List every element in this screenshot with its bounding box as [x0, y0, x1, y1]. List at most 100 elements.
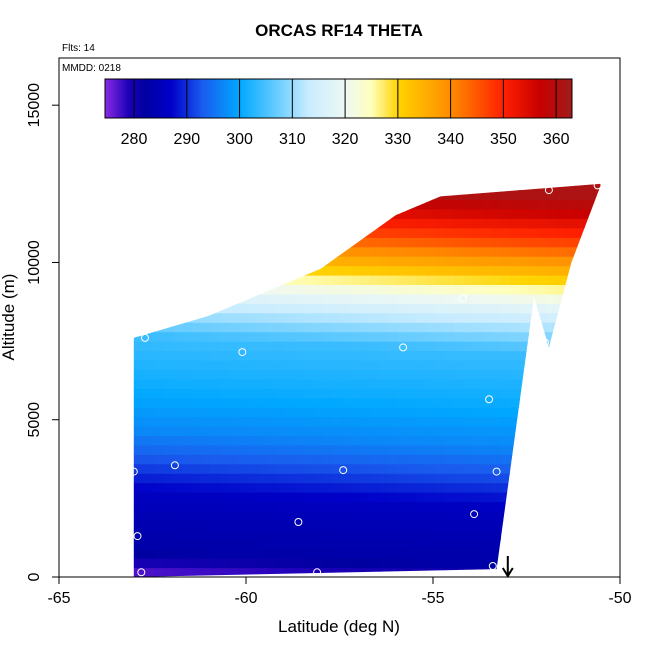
theta-cell: [154, 435, 165, 446]
theta-cell: [275, 237, 286, 248]
theta-cell: [416, 350, 427, 361]
theta-cell: [444, 473, 455, 484]
theta-cell: [229, 378, 240, 389]
theta-cell: [584, 312, 595, 323]
theta-cell: [425, 183, 436, 191]
theta-cell: [257, 218, 268, 229]
theta-cell: [266, 501, 277, 512]
theta-cell: [182, 360, 193, 370]
theta-cell: [313, 548, 324, 559]
theta-cell: [163, 218, 174, 229]
theta-cell: [238, 473, 249, 484]
theta-cell: [247, 397, 258, 408]
theta-cell: [565, 529, 576, 540]
theta-cell: [145, 237, 155, 248]
theta-cell: [219, 322, 230, 333]
theta-cell: [603, 473, 613, 483]
theta-cell: [210, 548, 221, 559]
theta-cell: [294, 529, 305, 540]
theta-cell: [500, 275, 511, 285]
theta-cell: [332, 209, 342, 219]
theta-cell: [491, 360, 501, 370]
theta-cell: [219, 265, 230, 276]
flight-marker: [129, 467, 138, 476]
theta-cell: [201, 293, 211, 304]
theta-cell: [547, 190, 557, 201]
theta-cell: [565, 369, 576, 380]
theta-cell: [304, 275, 314, 285]
theta-cell: [133, 293, 137, 304]
theta-cell: [173, 350, 184, 361]
theta-cell: [285, 303, 296, 314]
theta-cell: [425, 331, 436, 342]
theta-cell: [556, 529, 567, 540]
theta-cell: [500, 246, 511, 257]
theta-cell: [275, 539, 286, 550]
theta-cell: [313, 520, 324, 531]
theta-cell: [133, 388, 137, 399]
theta-cell: [322, 190, 333, 201]
theta-cell: [425, 510, 436, 521]
theta-cell: [378, 209, 389, 219]
theta-cell: [416, 529, 427, 540]
theta-cell: [247, 331, 258, 342]
theta-cell: [425, 492, 436, 503]
theta-cell: [425, 435, 436, 446]
theta-cell: [509, 237, 520, 248]
theta-cell: [547, 454, 557, 465]
theta-cell: [388, 312, 399, 323]
theta-cell: [481, 454, 492, 465]
theta-cell: [332, 435, 342, 446]
theta-cell: [173, 529, 184, 540]
theta-cell: [434, 435, 445, 446]
theta-cell: [313, 539, 324, 550]
theta-cell: [304, 199, 314, 210]
theta-cell: [425, 388, 436, 399]
theta-cell: [210, 510, 221, 521]
theta-cell: [434, 520, 445, 531]
theta-cell: [491, 558, 501, 569]
theta-cell: [537, 416, 548, 427]
theta-cell: [369, 183, 380, 191]
theta-cell: [453, 558, 464, 569]
theta-cell: [294, 341, 305, 352]
theta-cell: [247, 237, 258, 248]
theta-cell: [453, 444, 464, 455]
theta-cell: [210, 539, 221, 550]
theta-cell: [332, 284, 342, 295]
theta-cell: [472, 284, 483, 295]
theta-cell: [238, 218, 249, 229]
theta-cell: [388, 227, 399, 238]
theta-cell: [341, 482, 352, 493]
theta-cell: [257, 435, 268, 446]
theta-cell: [378, 520, 389, 531]
theta-cell: [481, 227, 492, 238]
theta-cell: [266, 237, 277, 248]
theta-cell: [528, 209, 539, 219]
theta-cell: [462, 293, 473, 304]
theta-cell: [509, 388, 520, 399]
theta-cell: [275, 312, 286, 323]
theta-cell: [444, 183, 455, 191]
theta-cell: [133, 407, 137, 418]
theta-cell: [154, 183, 165, 191]
theta-cell: [191, 199, 202, 210]
theta-cell: [313, 227, 324, 238]
colorbar-tick-label: 350: [490, 131, 517, 148]
theta-cell: [275, 492, 286, 503]
theta-cell: [425, 256, 436, 267]
theta-cell: [584, 388, 595, 399]
theta-cell: [360, 369, 370, 380]
theta-cell: [173, 463, 184, 474]
theta-cell: [603, 549, 613, 559]
theta-cell: [304, 293, 314, 304]
theta-cell: [556, 492, 567, 503]
theta-cell: [397, 183, 408, 191]
theta-cell: [575, 378, 586, 389]
theta-cell: [313, 293, 324, 304]
flight-marker: [593, 181, 602, 190]
theta-cell: [556, 237, 567, 248]
theta-cell: [416, 246, 427, 257]
theta-cell: [266, 492, 277, 503]
theta-cell: [154, 473, 165, 484]
